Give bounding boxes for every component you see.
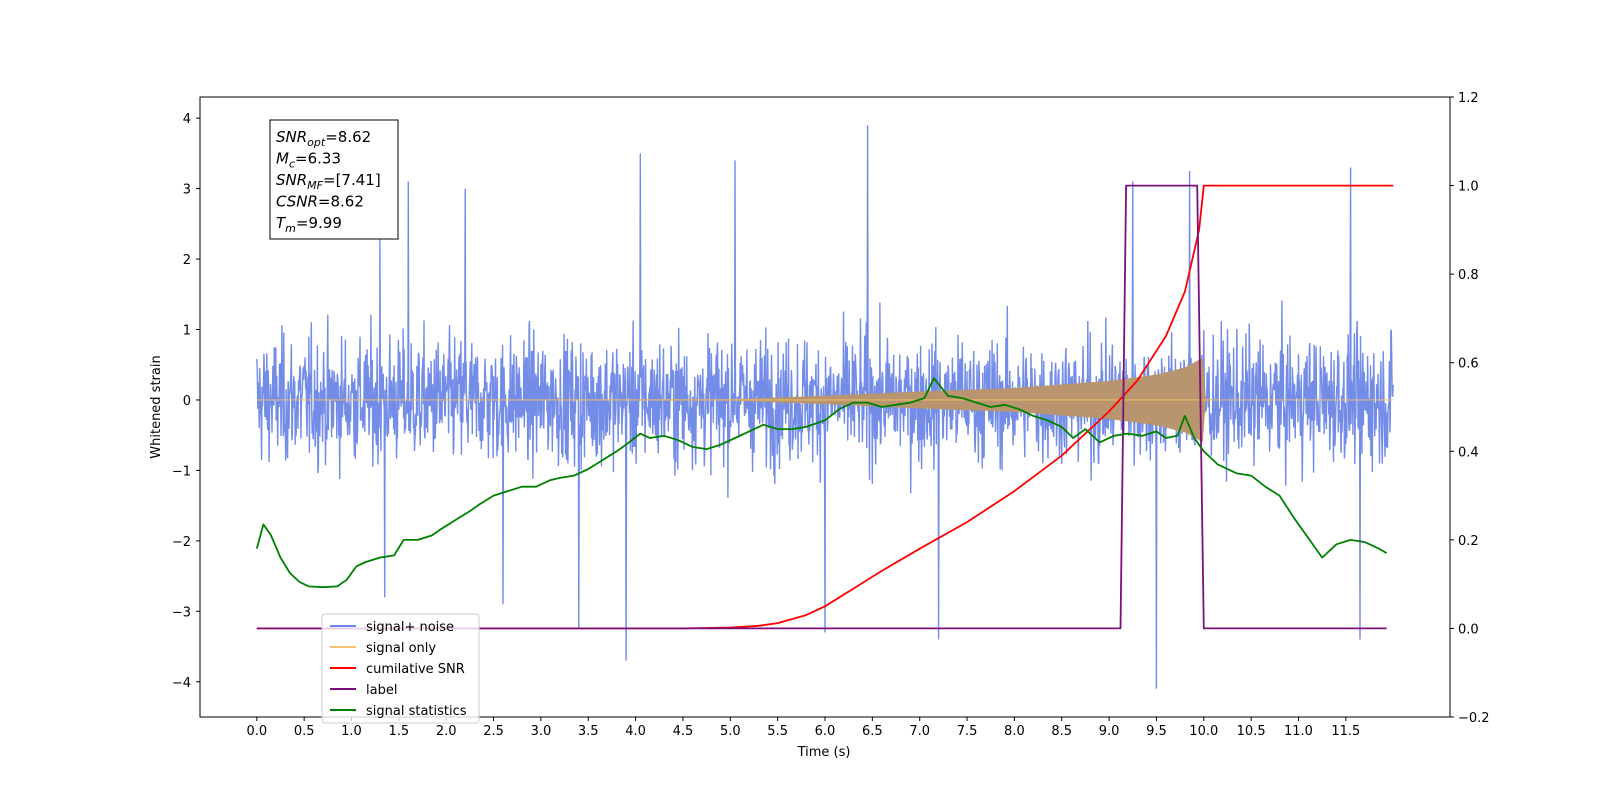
y-tick-label: −1	[172, 464, 191, 479]
y2-tick-label: 0.4	[1458, 445, 1479, 460]
info-subscript: c	[289, 158, 295, 171]
info-line: SNRopt=8.62	[276, 128, 371, 149]
y-axis-right: 1.2 1.0 0.8 0.6 0.4 0.2 0.0 −0.2	[1450, 91, 1490, 726]
info-subscript: m	[285, 222, 296, 235]
y2-tick-label: 0.8	[1458, 268, 1479, 283]
y-tick-label: 2	[183, 253, 191, 268]
info-line: CSNR=8.62	[276, 193, 364, 211]
x-tick-label: 8.0	[1004, 724, 1025, 739]
x-tick-label: 1.0	[341, 724, 362, 739]
info-name: T	[276, 214, 287, 232]
y2-tick-label: −0.2	[1458, 711, 1490, 726]
info-line: SNRMF=[7.41]	[276, 171, 381, 192]
legend-frame	[321, 613, 480, 724]
x-tick-label: 7.0	[909, 724, 930, 739]
legend-label: label	[366, 683, 397, 698]
y-tick-label: 0	[183, 394, 191, 409]
info-subscript: opt	[307, 136, 326, 149]
y-tick-label: −4	[172, 676, 191, 691]
x-tick-label: 8.5	[1051, 724, 1072, 739]
y-tick-label: −2	[172, 535, 191, 550]
x-tick-label: 11.5	[1331, 724, 1360, 739]
y-axis-title: Whitened strain	[149, 355, 164, 458]
y-axis-left: 4 3 2 1 0 −1 −2 −3 −4	[172, 112, 200, 691]
x-tick-label: 5.5	[767, 724, 788, 739]
x-tick-label: 3.5	[578, 724, 599, 739]
x-tick-label: 3.0	[531, 724, 552, 739]
info-value: =9.99	[296, 214, 342, 232]
legend-label: cumilative SNR	[366, 662, 465, 677]
legend: signal+ noise signal only cumilative SNR la…	[321, 613, 480, 724]
info-name: SNR	[276, 171, 307, 189]
y2-tick-label: 0.2	[1458, 534, 1479, 549]
x-tick-label: 10.0	[1189, 724, 1218, 739]
legend-label: signal statistics	[366, 704, 467, 719]
info-box: SNRopt=8.62Mc=6.33SNRMF=[7.41]CSNR=8.62T…	[269, 119, 399, 240]
info-value: =[7.41]	[323, 171, 381, 189]
x-tick-label: 4.0	[625, 724, 646, 739]
x-tick-label: 10.5	[1237, 724, 1266, 739]
info-value: =8.62	[325, 128, 371, 146]
y-tick-label: 1	[183, 324, 191, 339]
series-signal-noise	[256, 125, 1394, 689]
y-tick-label: 3	[183, 183, 191, 198]
y2-tick-label: 0.6	[1458, 357, 1479, 372]
x-tick-label: 2.0	[436, 724, 457, 739]
x-tick-label: 0.5	[294, 724, 315, 739]
x-tick-label: 5.0	[720, 724, 741, 739]
x-tick-label: 4.5	[673, 724, 694, 739]
info-subscript: MF	[307, 179, 323, 192]
x-tick-label: 6.0	[815, 724, 836, 739]
x-tick-label: 0.0	[246, 724, 267, 739]
series-label	[256, 184, 1387, 630]
x-tick-label: 9.5	[1146, 724, 1167, 739]
info-line: Mc=6.33	[276, 150, 341, 171]
info-value: =6.33	[295, 150, 341, 168]
x-tick-label: 2.5	[483, 724, 504, 739]
info-value: =8.62	[318, 193, 364, 211]
x-tick-label: 9.0	[1099, 724, 1120, 739]
y2-tick-label: 1.0	[1458, 180, 1479, 195]
legend-label: signal only	[366, 641, 436, 656]
x-tick-label: 7.5	[957, 724, 978, 739]
x-tick-label: 1.5	[389, 724, 410, 739]
plot-series-layer	[255, 125, 1394, 689]
series-signal-statistics	[255, 377, 1388, 589]
y2-tick-label: 0.0	[1458, 622, 1479, 637]
info-name: CSNR	[276, 193, 318, 211]
x-tick-label: 11.0	[1284, 724, 1313, 739]
y2-tick-label: 1.2	[1458, 91, 1479, 106]
y-tick-label: 4	[183, 112, 191, 127]
info-name: SNR	[276, 128, 307, 146]
info-line: Tm=9.99	[276, 214, 342, 235]
x-tick-label: 6.5	[862, 724, 883, 739]
legend-label: signal+ noise	[366, 620, 454, 635]
series-cumilative-snr	[256, 184, 1394, 630]
x-axis-title: Time (s)	[797, 745, 851, 760]
y-tick-label: −3	[172, 605, 191, 620]
x-axis: 0.0 0.5 1.0 1.5 2.0 2.5 3.0 3.5 4.0 4.5 5.0 5.5 6.0 6…	[246, 717, 1360, 739]
info-box-frame	[269, 119, 399, 240]
info-name: M	[276, 150, 289, 168]
